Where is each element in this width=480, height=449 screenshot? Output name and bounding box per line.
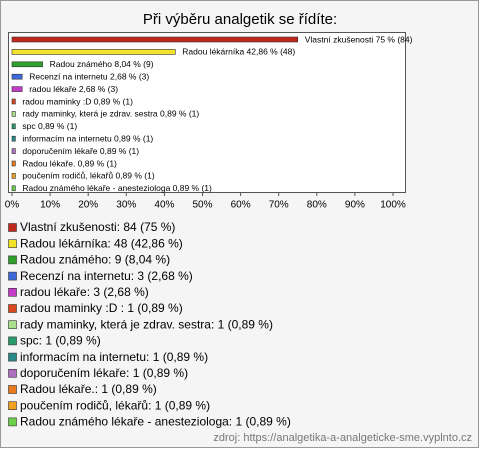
bar [11,73,23,80]
bar-label: radou lékaře 2,68 % (3) [29,84,118,94]
legend-swatch [8,401,17,411]
bar-label: Recenzí na internetu 2,68 % (3) [29,71,149,81]
bar [11,36,299,43]
bar-label: Radou lékaře. 0,89 % (1) [22,158,117,168]
chart-title: Při výběru analgetik se řídíte: [143,11,337,28]
source: zdroj: https://analgetika-a-analgeticke-… [213,432,472,444]
legend-label: Radou lékaře.: 1 (0,89 %) [20,382,157,396]
legend-label: informacím na internetu: 1 (0,89 %) [20,350,208,364]
bar-label: radou maminky :D 0,89 % (1) [22,96,133,106]
bar-label: Radou lékárníka 42,86 % (48) [182,47,295,57]
legend-swatch [8,368,17,378]
bar [11,123,16,130]
bar [11,135,16,142]
bar [11,111,16,117]
legend-label: Radou lékárníka: 48 (42,86 %) [20,236,183,250]
legend-swatch [8,304,17,313]
x-tick-label: 0% [5,200,20,211]
bar-label: Radou známého lékaře - anesteziologa 0,8… [22,183,212,193]
legend-label: Vlastní zkušenosti: 84 (75 %) [20,220,175,234]
bar-label: Radou známého 8,04 % (9) [50,59,154,69]
bar-label: informacím na internetu 0,89 % (1) [22,133,153,143]
plot-area [8,32,406,193]
legend-swatch [8,239,17,248]
bar [11,61,43,68]
x-tick-label: 60% [231,200,251,211]
legend-swatch [8,320,17,330]
legend-swatch [8,223,17,232]
x-tick-label: 80% [307,200,327,211]
bar [11,49,176,55]
legend-label: Recenzí na internetu: 3 (2,68 %) [20,269,193,283]
x-tick-label: 10% [40,200,60,211]
bar [11,86,23,92]
x-tick-label: 90% [345,200,365,211]
legend-label: spc: 1 (0,89 %) [20,334,101,348]
x-tick-label: 30% [116,200,136,211]
bar [11,173,16,179]
legend-label: Radou známého lékaře - anesteziologa: 1 … [20,415,291,429]
legend-label: rady maminky, která je zdrav. sestra: 1 … [20,317,273,331]
legend-label: radou maminky :D : 1 (0,89 %) [20,301,183,315]
legend-swatch [8,287,17,297]
legend-label: radou lékaře: 3 (2,68 %) [20,285,149,299]
legend-swatch [8,271,17,281]
bar [11,98,16,105]
legend-label: poučením rodičů, lékařů: 1 (0,89 %) [20,398,210,412]
legend-swatch [8,385,17,394]
x-tick-label: 50% [192,200,212,211]
bar-label: spc 0,89 % (1) [22,121,77,131]
x-tick-label: 20% [78,200,98,211]
bar [11,185,16,192]
legend-swatch [8,352,17,362]
x-tick-label: 100% [380,200,406,211]
bar-label: doporučením lékaře 0,89 % (1) [22,146,139,156]
legend-swatch [8,255,17,265]
bar [11,148,16,154]
bar-label: rady maminky, která je zdrav. sestra 0,8… [22,109,199,119]
legend-swatch [8,417,17,427]
legend-label: Radou známého: 9 (8,04 %) [20,253,170,267]
legend-label: doporučením lékaře: 1 (0,89 %) [20,366,188,380]
x-tick-label: 70% [269,200,289,211]
x-tick-label: 40% [154,200,174,211]
legend-swatch [8,336,17,346]
bar-label: Vlastní zkušenosti 75 % (84) [305,34,413,44]
bar [11,160,16,167]
bar-label: poučením rodičů, lékařů 0,89 % (1) [22,171,154,181]
